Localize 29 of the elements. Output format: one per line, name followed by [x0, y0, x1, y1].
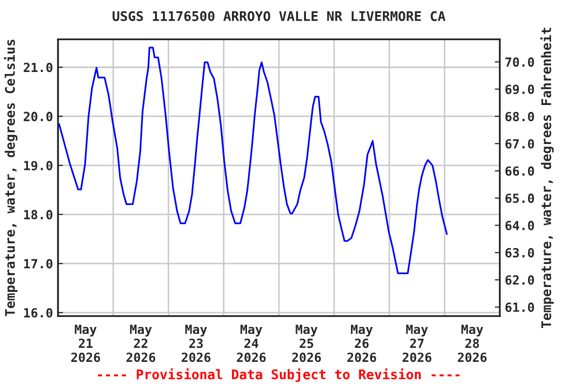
y-axis-title: Temperature, water, degrees Celsius — [4, 40, 18, 316]
x-tick-label: May 25 2026 — [292, 324, 321, 362]
y2-tick-label: 64.0 — [505, 220, 534, 230]
y2-tick-label: 70.0 — [505, 57, 534, 67]
y-tick-label: 16.0 — [24, 308, 52, 318]
y2-tick-label: 68.0 — [505, 112, 534, 122]
x-tick-label: May 23 2026 — [182, 324, 210, 362]
y-tick-label: 18.0 — [24, 210, 52, 220]
x-tick-label: May 24 2026 — [236, 324, 266, 362]
y2-axis-title: Temperature, water, degrees Fahrenheit — [540, 28, 554, 328]
y-tick-label: 17.0 — [24, 259, 52, 268]
y2-tick-label: 61.0 — [505, 302, 534, 312]
x-tick-label: May 26 2026 — [347, 324, 376, 362]
y-tick-label: 21.0 — [24, 62, 52, 72]
y2-tick-label: 63.0 — [505, 248, 534, 258]
x-tick-label: May 28 2026 — [458, 324, 487, 362]
x-tick-label: May 22 2026 — [126, 324, 156, 362]
text: ---- Provisional Data Subject to Revision ---- — [98, 368, 460, 382]
y2-tick-label: 66.0 — [505, 166, 534, 176]
y-tick-label: 20.0 — [24, 112, 52, 122]
y2-tick-label: 62.0 — [505, 275, 534, 285]
y2-tick-label: 65.0 — [505, 194, 534, 204]
x-tick-label: May 27 2026 — [402, 324, 432, 362]
y-tick-label: 19.0 — [24, 160, 52, 170]
y2-tick-label: 67.0 — [505, 139, 534, 149]
x-tick-label: May 21 2026 — [71, 324, 100, 362]
line-series — [58, 46, 448, 274]
chart-title: USGS 11176500 ARROYO VALLE NR LIVERMORE CA — [112, 11, 446, 22]
y2-tick-label: 69.0 — [505, 84, 534, 94]
